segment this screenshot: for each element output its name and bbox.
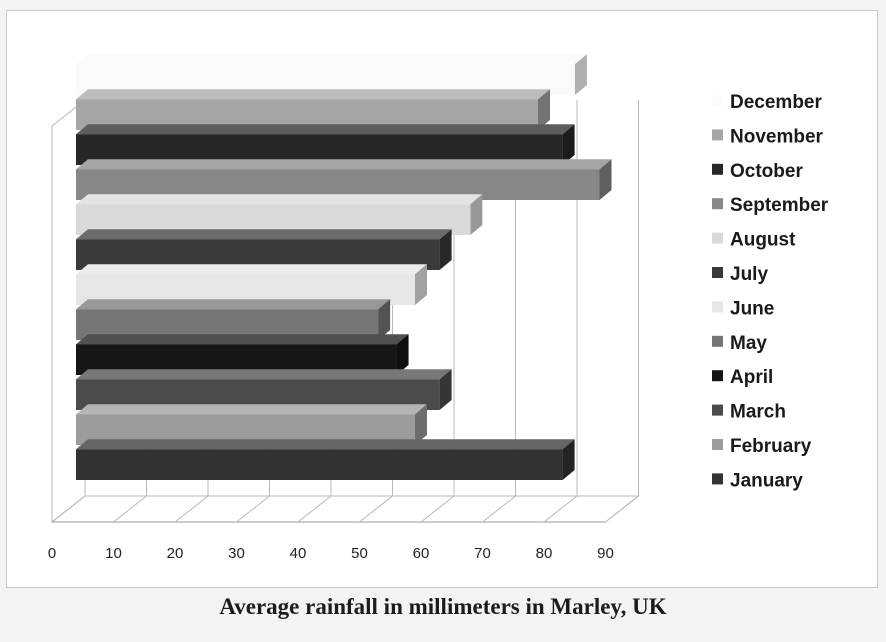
bars: [76, 54, 612, 480]
bar-side-march: [439, 369, 452, 410]
legend-swatch-february: [712, 439, 723, 450]
chart-title: Average rainfall in millimeters in Marle…: [219, 594, 667, 619]
floor: [50, 495, 640, 523]
x-tick-label: 20: [167, 545, 184, 562]
legend-swatch-september: [712, 198, 723, 210]
x-tick-label: 30: [228, 545, 245, 562]
x-tick-label: 80: [536, 545, 553, 562]
x-tick-label: 40: [290, 545, 307, 562]
legend-swatch-may: [712, 335, 723, 347]
legend: December November October September August Ju…: [711, 92, 829, 491]
bar-side-january: [562, 439, 575, 480]
legend-label-november: November: [730, 126, 824, 147]
bar-december: [76, 54, 587, 95]
legend-label-july: July: [730, 264, 768, 285]
bar-september: [76, 159, 612, 200]
floor-line-90: [605, 495, 639, 523]
bar-april: [76, 334, 409, 375]
floor-line-20: [174, 495, 209, 523]
legend-swatch-july: [712, 267, 723, 278]
bar-top-february: [76, 404, 427, 415]
legend-label-august: August: [730, 230, 796, 251]
legend-label-june: June: [730, 298, 774, 319]
legend-label-december: December: [730, 92, 822, 113]
floor-line-10: [113, 495, 147, 523]
legend-label-march: March: [730, 402, 786, 423]
legend-swatch-august: [712, 232, 723, 244]
legend-label-january: January: [730, 470, 803, 491]
bar-february: [76, 404, 427, 445]
bar-side-november: [538, 89, 550, 130]
x-tick-label: 60: [413, 545, 430, 562]
bar-side-may: [378, 299, 391, 340]
bar-july: [76, 229, 452, 270]
floor-line-0: [51, 495, 86, 523]
bar-side-october: [562, 124, 575, 165]
bar-top-march: [76, 369, 452, 380]
bar-top-december: [76, 54, 587, 65]
legend-label-february: February: [730, 436, 812, 457]
bar-top-may: [76, 299, 391, 310]
x-tick-label: 70: [474, 545, 491, 562]
floor-line-30: [236, 495, 270, 523]
x-axis-ticks: 0 10 20 30 40 50 60 70 80 90: [48, 545, 614, 562]
bar-front-january: [76, 449, 563, 480]
legend-swatch-june: [712, 301, 723, 313]
legend-swatch-november: [712, 129, 723, 141]
bar-top-october: [76, 124, 575, 135]
bar-top-august: [76, 194, 483, 205]
bar-october: [76, 124, 575, 165]
legend-swatch-october: [712, 163, 723, 175]
bar-top-november: [76, 89, 550, 100]
legend-label-september: September: [730, 195, 829, 216]
x-tick-label: 0: [48, 545, 56, 562]
bar-june: [76, 264, 427, 305]
bar-may: [76, 299, 391, 340]
x-tick-label: 10: [105, 545, 122, 562]
bar-top-june: [76, 264, 427, 275]
legend-swatch-march: [712, 404, 723, 416]
bar-november: [76, 89, 550, 130]
legend-label-october: October: [730, 161, 803, 182]
floor-line-80: [543, 495, 578, 523]
bar-side-june: [415, 264, 427, 305]
floor-line-60: [420, 495, 455, 523]
bar-top-april: [76, 334, 409, 345]
bar-january: [76, 439, 575, 480]
bar-august: [76, 194, 483, 235]
legend-swatch-april: [712, 370, 723, 382]
bar-side-april: [396, 334, 409, 375]
floor-line-40: [297, 495, 332, 523]
floor-line-70: [482, 495, 516, 523]
x-tick-label: 50: [351, 545, 368, 562]
legend-label-may: May: [730, 333, 767, 354]
bar-side-december: [574, 54, 587, 95]
floor-line-50: [359, 495, 393, 523]
legend-label-april: April: [730, 367, 773, 388]
legend-swatch-january: [712, 473, 723, 485]
bar-top-july: [76, 229, 452, 240]
bar-side-february: [415, 404, 427, 445]
bar-side-july: [439, 229, 452, 270]
bar-side-august: [470, 194, 483, 235]
x-tick-label: 90: [597, 545, 614, 562]
bar-top-september: [76, 159, 612, 170]
bar-side-september: [599, 159, 612, 200]
legend-swatch-december: [711, 94, 724, 107]
bar-top-january: [76, 439, 575, 450]
bar-march: [76, 369, 452, 410]
